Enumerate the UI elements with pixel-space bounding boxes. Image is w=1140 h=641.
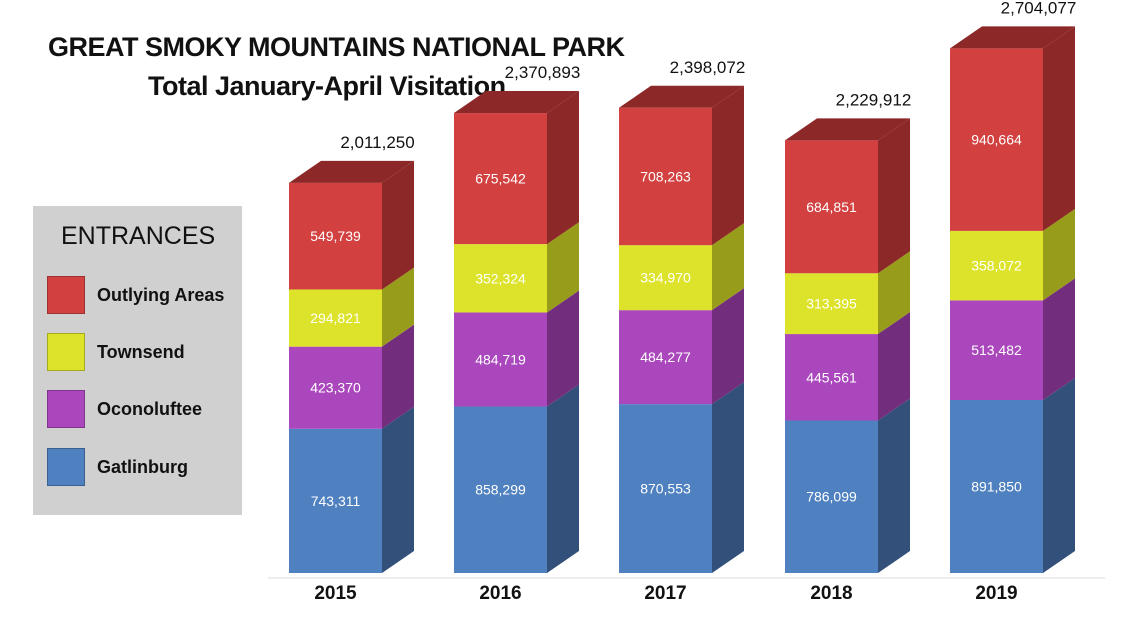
bar-2015-townsend-side: [382, 267, 414, 347]
legend-label-oconoluftee: Oconoluftee: [97, 399, 203, 419]
x-tick-label-2017: 2017: [644, 583, 686, 604]
bar-2019-oconoluftee: [950, 300, 1043, 400]
bar-2015-oconoluftee: [289, 346, 382, 429]
legend-item-oconoluftee: Oconoluftee: [47, 390, 237, 430]
bar-2015-oconoluftee-side: [382, 324, 414, 429]
legend-label-gatlinburg: Gatlinburg: [97, 457, 188, 477]
bar-2015-outlying-areas-side: [382, 160, 414, 290]
bar-2016-outlying-areas: [454, 113, 547, 245]
bar-2015-outlying-areas: [289, 182, 382, 290]
x-tick-label-2016: 2016: [479, 583, 521, 604]
x-tick-label-2015: 2015: [314, 583, 357, 604]
chart-title: GREAT SMOKY MOUNTAINS NATIONAL PARK: [48, 32, 625, 62]
total-label-2016: 2,370,893: [505, 63, 581, 82]
data-label-2019-oconoluftee: 513,482: [971, 342, 1022, 358]
bar-2016-outlying-areas-top: [454, 91, 579, 114]
bar-2018-gatlinburg: [785, 420, 878, 573]
data-label-2019-outlying-areas: 940,664: [971, 132, 1022, 148]
bar-2016-townsend-side: [547, 222, 579, 313]
data-label-2015-townsend: 294,821: [310, 310, 361, 326]
legend-title: ENTRANCES: [61, 222, 216, 250]
x-tick-label-2019: 2019: [975, 583, 1017, 604]
data-label-2015-gatlinburg: 743,311: [311, 493, 361, 509]
bar-2015-outlying-areas-top: [289, 160, 414, 183]
legend-label-outlying-areas: Outlying Areas: [97, 285, 225, 305]
bar-2017-oconoluftee: [619, 310, 712, 405]
data-label-2017-oconoluftee: 484,277: [640, 349, 691, 365]
bar-2016-townsend: [454, 244, 547, 313]
data-label-2016-townsend: 352,324: [475, 270, 526, 286]
legend-swatch-oconoluftee: [47, 390, 85, 428]
bar-2017-townsend-side: [712, 223, 744, 311]
bar-2017-oconoluftee-side: [712, 288, 744, 405]
data-label-2017-townsend: 334,970: [640, 270, 691, 286]
bar-2017-outlying-areas-top: [619, 85, 744, 108]
bar-2018-oconoluftee-side: [878, 312, 910, 421]
data-label-2019-townsend: 358,072: [971, 258, 1022, 274]
bar-2018-outlying-areas: [785, 140, 878, 274]
data-label-2016-outlying-areas: 675,542: [475, 171, 526, 187]
total-label-2017: 2,398,072: [670, 58, 746, 77]
data-label-2018-townsend: 313,395: [806, 296, 857, 312]
data-label-2016-gatlinburg: 858,299: [475, 482, 526, 498]
bar-2019-outlying-areas-top: [950, 26, 1075, 49]
total-label-2015: 2,011,250: [340, 133, 414, 152]
data-label-2018-outlying-areas: 684,851: [806, 199, 857, 215]
bar-2018-gatlinburg-side: [878, 398, 910, 573]
bar-2019-townsend-side: [1043, 208, 1075, 301]
total-label-2018: 2,229,912: [836, 90, 912, 109]
bar-2019-gatlinburg: [950, 399, 1043, 573]
bar-2019-outlying-areas: [950, 48, 1043, 231]
bar-2018-outlying-areas-side: [878, 118, 910, 274]
legend-swatch-outlying-areas: [47, 276, 85, 314]
legend-label-townsend: Townsend: [97, 342, 185, 362]
data-label-2017-outlying-areas: 708,263: [640, 168, 691, 184]
bar-2016-oconoluftee: [454, 312, 547, 407]
legend-item-gatlinburg: Gatlinburg: [47, 448, 237, 488]
bar-2017-gatlinburg-side: [712, 382, 744, 573]
bar-2015-gatlinburg: [289, 428, 382, 573]
bar-2016-gatlinburg: [454, 406, 547, 573]
bar-2017-outlying-areas: [619, 107, 712, 246]
legend: ENTRANCES Outlying Areas Townsend Oconol…: [33, 206, 242, 515]
bar-2019-townsend: [950, 230, 1043, 301]
chart-subtitle: Total January-April Visitation: [148, 71, 506, 101]
bar-2018-outlying-areas-top: [785, 118, 910, 141]
bar-2018-oconoluftee: [785, 334, 878, 421]
data-label-2019-gatlinburg: 891,850: [971, 478, 1022, 494]
bar-2016-outlying-areas-side: [547, 91, 579, 245]
bar-2015-gatlinburg-side: [382, 406, 414, 573]
data-label-2017-gatlinburg: 870,553: [640, 481, 691, 497]
bar-2016-oconoluftee-side: [547, 290, 579, 407]
data-label-2018-gatlinburg: 786,099: [806, 489, 857, 505]
bar-2017-gatlinburg: [619, 404, 712, 573]
total-label-2019: 2,704,077: [1001, 0, 1077, 17]
data-label-2018-oconoluftee: 445,561: [806, 369, 857, 385]
data-label-2016-oconoluftee: 484,719: [475, 351, 526, 367]
bar-2016-gatlinburg-side: [547, 384, 579, 573]
legend-item-outlying-areas: Outlying Areas: [47, 276, 237, 316]
x-tick-label-2018: 2018: [810, 583, 852, 604]
bar-2019-oconoluftee-side: [1043, 278, 1075, 400]
legend-item-townsend: Townsend: [47, 333, 237, 373]
bar-2019-gatlinburg-side: [1043, 377, 1075, 573]
bar-2018-townsend-side: [878, 251, 910, 335]
legend-swatch-gatlinburg: [47, 448, 85, 486]
bar-2019-outlying-areas-side: [1043, 26, 1075, 231]
bar-2015-townsend: [289, 289, 382, 347]
legend-swatch-townsend: [47, 333, 85, 371]
bar-2018-townsend: [785, 273, 878, 335]
bar-2017-townsend: [619, 245, 712, 311]
data-label-2015-outlying-areas: 549,739: [310, 228, 361, 244]
data-label-2015-oconoluftee: 423,370: [310, 380, 361, 396]
bar-2017-outlying-areas-side: [712, 85, 744, 246]
